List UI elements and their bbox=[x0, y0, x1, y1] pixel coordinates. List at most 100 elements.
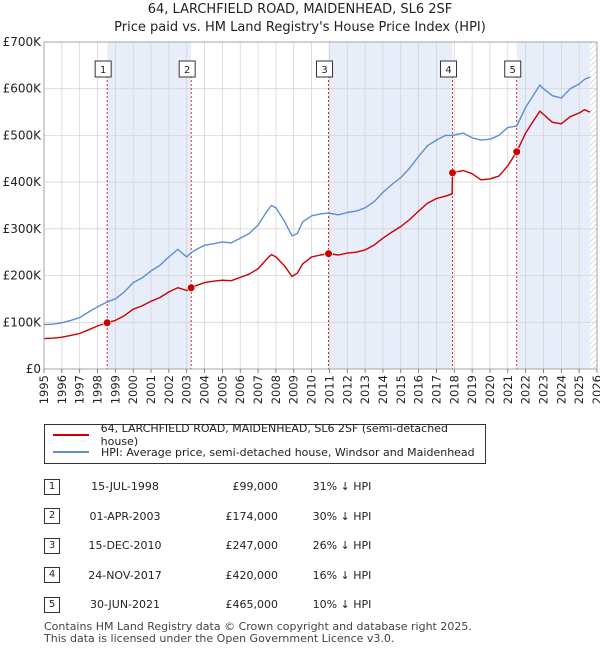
sale-hpi-diff: 26% ↓ HPI bbox=[312, 539, 372, 553]
legend-item-property: 64, LARCHFIELD ROAD, MAIDENHEAD, SL6 2SF… bbox=[53, 422, 485, 448]
shaded-period bbox=[328, 42, 453, 369]
y-tick-label: £0 bbox=[26, 362, 41, 376]
chart-title: 64, LARCHFIELD ROAD, MAIDENHEAD, SL6 2SF bbox=[147, 2, 453, 17]
x-tick-label: 2004 bbox=[198, 375, 212, 404]
x-tick-label: 2020 bbox=[483, 375, 497, 404]
x-tick-label: 2013 bbox=[358, 375, 372, 404]
y-tick-label: £600K bbox=[3, 82, 43, 96]
chart-legend: 64, LARCHFIELD ROAD, MAIDENHEAD, SL6 2SF… bbox=[44, 422, 486, 464]
x-tick-label: 2000 bbox=[126, 375, 140, 404]
x-tick-label: 2021 bbox=[501, 375, 515, 404]
sale-point bbox=[324, 249, 333, 258]
x-tick-label: 2018 bbox=[447, 375, 461, 404]
x-tick-label: 2007 bbox=[251, 375, 265, 404]
x-tick-label: 2006 bbox=[233, 375, 247, 404]
sale-number: 5 bbox=[44, 596, 60, 613]
table-row: 5 30-JUN-2021 £465,000 10% ↓ HPI bbox=[44, 590, 398, 620]
sale-label-text: 4 bbox=[445, 65, 451, 76]
x-tick-label: 1998 bbox=[91, 375, 105, 404]
x-tick-label: 1996 bbox=[55, 375, 69, 404]
x-tick-label: 2005 bbox=[215, 375, 229, 404]
sale-date: 30-JUN-2021 bbox=[89, 598, 161, 612]
x-tick-label: 2010 bbox=[305, 375, 319, 404]
sale-price: £465,000 bbox=[225, 598, 279, 612]
x-tick-label: 2025 bbox=[572, 375, 586, 404]
x-tick-label: 2023 bbox=[536, 375, 550, 404]
sale-date: 24-NOV-2017 bbox=[88, 568, 162, 582]
sale-price: £247,000 bbox=[225, 539, 279, 553]
sale-label-text: 2 bbox=[184, 65, 190, 76]
sale-label-text: 3 bbox=[321, 65, 327, 76]
x-tick-label: 2012 bbox=[340, 375, 354, 404]
table-row: 1 15-JUL-1998 £99,000 31% ↓ HPI bbox=[44, 472, 398, 502]
sale-hpi-diff: 30% ↓ HPI bbox=[312, 509, 372, 523]
x-tick-label: 2003 bbox=[180, 375, 194, 404]
legend-swatch-hpi bbox=[53, 451, 89, 453]
forecast-hatch bbox=[589, 42, 597, 369]
table-row: 3 15-DEC-2010 £247,000 26% ↓ HPI bbox=[44, 531, 398, 561]
footer-licence: This data is licensed under the Open Gov… bbox=[44, 632, 395, 645]
y-tick-label: £100K bbox=[3, 315, 43, 329]
sale-hpi-diff: 16% ↓ HPI bbox=[312, 568, 372, 582]
price-chart: 1 2 3 4 5 £0 £100K £200K £300K £400K £500K £600K £70… bbox=[3, 35, 600, 404]
sales-table: 1 15-JUL-1998 £99,000 31% ↓ HPI 2 01-APR… bbox=[44, 472, 398, 620]
x-tick-label: 1999 bbox=[108, 375, 122, 404]
sale-label: 4 bbox=[440, 60, 458, 78]
sale-point bbox=[512, 147, 521, 156]
shaded-period bbox=[107, 42, 192, 369]
x-tick-label: 2008 bbox=[269, 375, 283, 404]
table-row: 4 24-NOV-2017 £420,000 16% ↓ HPI bbox=[44, 561, 398, 591]
x-tick-label: 2024 bbox=[554, 375, 568, 404]
x-tick-label: 2014 bbox=[376, 375, 390, 404]
x-tick-label: 2011 bbox=[322, 375, 336, 404]
sale-date: 15-DEC-2010 bbox=[88, 539, 162, 553]
x-tick-label: 2017 bbox=[429, 375, 443, 404]
sale-label: 3 bbox=[316, 60, 334, 78]
sale-hpi-diff: 10% ↓ HPI bbox=[312, 598, 372, 612]
x-tick-label: 2016 bbox=[412, 375, 426, 404]
series-line-hpi bbox=[43, 76, 591, 326]
sale-number: 3 bbox=[44, 537, 60, 554]
x-tick-label: 2022 bbox=[519, 375, 533, 404]
sale-number: 4 bbox=[44, 567, 60, 584]
x-tick-label: 1997 bbox=[73, 375, 87, 404]
sale-hpi-diff: 31% ↓ HPI bbox=[312, 480, 372, 494]
legend-label-hpi: HPI: Average price, semi-detached house,… bbox=[101, 445, 475, 459]
table-row: 2 01-APR-2003 £174,000 30% ↓ HPI bbox=[44, 502, 398, 532]
sale-label-box bbox=[504, 60, 522, 78]
sale-label-text: 5 bbox=[510, 65, 516, 76]
legend-swatch-property bbox=[53, 434, 89, 436]
sale-price: £174,000 bbox=[225, 509, 279, 523]
sale-date: 15-JUL-1998 bbox=[91, 480, 159, 494]
sale-label: 1 bbox=[94, 60, 112, 78]
y-tick-label: £500K bbox=[3, 128, 43, 142]
sale-label-box bbox=[440, 60, 458, 78]
x-tick-label: 1995 bbox=[37, 375, 51, 404]
x-tick-label: 2019 bbox=[465, 375, 479, 404]
legend-item-hpi: HPI: Average price, semi-detached house,… bbox=[53, 444, 475, 460]
sale-number: 1 bbox=[44, 478, 60, 495]
x-tick-label: 2001 bbox=[144, 375, 158, 404]
x-tick-label: 2015 bbox=[394, 375, 408, 404]
sale-date: 01-APR-2003 bbox=[89, 509, 161, 523]
sale-label: 5 bbox=[504, 60, 522, 78]
series-line-property bbox=[43, 108, 591, 340]
y-tick-label: £300K bbox=[3, 222, 43, 236]
sale-label-box bbox=[178, 60, 196, 78]
chart-subtitle: Price paid vs. HM Land Registry's House … bbox=[114, 20, 486, 35]
footer-copyright: Contains HM Land Registry data © Crown c… bbox=[44, 620, 472, 633]
sale-price: £99,000 bbox=[232, 480, 279, 494]
sale-label-box bbox=[94, 60, 112, 78]
plot-frame bbox=[43, 41, 598, 370]
sale-point bbox=[448, 168, 457, 177]
sale-point bbox=[187, 283, 196, 292]
y-tick-label: £700K bbox=[3, 35, 43, 49]
sale-label: 2 bbox=[178, 60, 196, 78]
x-tick-label: 2009 bbox=[287, 375, 301, 404]
sale-number: 2 bbox=[44, 508, 60, 525]
sale-point bbox=[103, 318, 112, 327]
y-tick-label: £400K bbox=[3, 175, 43, 189]
x-tick-label: 2002 bbox=[162, 375, 176, 404]
sale-label-text: 1 bbox=[100, 65, 106, 76]
legend-label-property: 64, LARCHFIELD ROAD, MAIDENHEAD, SL6 2SF… bbox=[100, 422, 448, 448]
